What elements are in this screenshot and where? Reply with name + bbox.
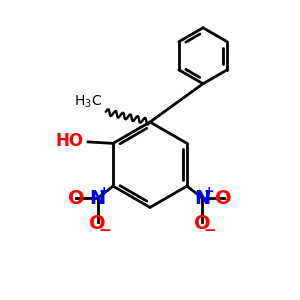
Text: H$_3$C: H$_3$C [74,94,102,110]
Text: −: − [99,223,111,238]
Text: +: + [204,185,214,198]
Text: O: O [89,214,106,233]
Text: HO: HO [56,132,84,150]
Text: −: − [203,223,216,238]
Text: N: N [89,189,106,208]
Text: O: O [215,189,232,208]
Text: O: O [68,189,85,208]
Text: +: + [99,185,110,198]
Text: O: O [194,214,211,233]
Text: N: N [194,189,211,208]
